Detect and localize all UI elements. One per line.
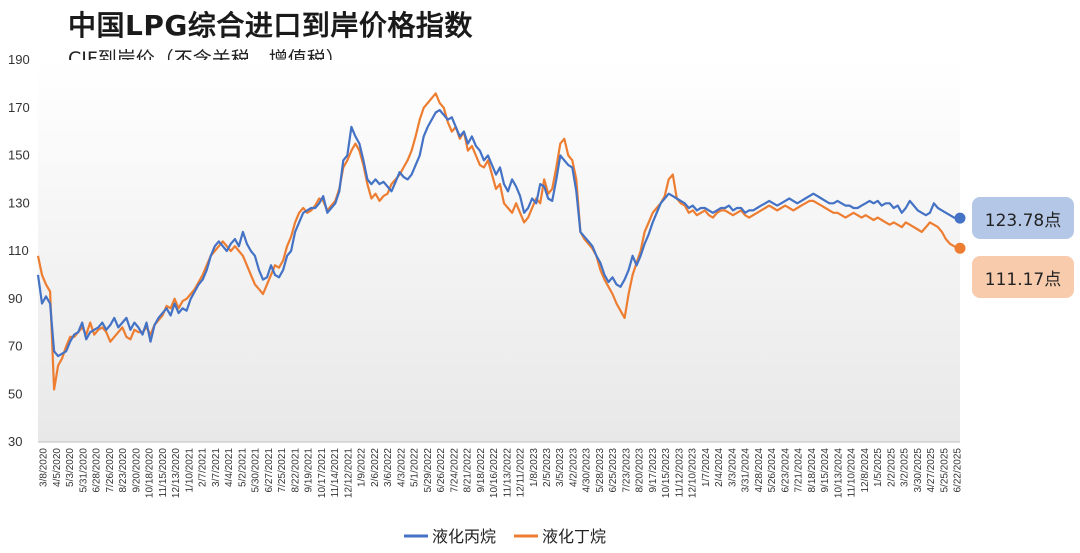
x-tick-label: 11/13/2022 [502, 448, 513, 498]
x-tick-label: 5/2/2021 [237, 448, 248, 487]
x-tick-label: 1/5/2025 [873, 448, 884, 487]
x-tick-label: 1/7/2024 [701, 448, 712, 487]
x-tick-label: 9/15/2024 [820, 448, 831, 493]
y-tick-label: 190 [8, 52, 30, 67]
x-tick-label: 2/6/2022 [370, 448, 381, 487]
x-tick-label: 11/14/2021 [330, 448, 341, 498]
x-tick-label: 6/23/2024 [780, 448, 791, 493]
x-tick-label: 8/22/2021 [290, 448, 301, 493]
x-tick-label: 10/15/2023 [661, 448, 672, 498]
x-tick-label: 3/30/2025 [913, 448, 924, 493]
plot-area [38, 60, 960, 442]
x-tick-label: 4/4/2021 [224, 448, 235, 487]
series-lines [36, 92, 966, 391]
x-tick-label: 2/7/2021 [198, 448, 209, 487]
x-tick-label: 6/22/2025 [953, 448, 964, 493]
x-tick-label: 11/15/2020 [158, 448, 169, 498]
x-tick-label: 4/5/2020 [52, 448, 63, 487]
propane-value-badge: 123.78点 [972, 197, 1074, 239]
x-tick-label: 7/25/2021 [277, 448, 288, 493]
x-tick-label: 5/3/2020 [65, 448, 76, 487]
x-tick-label: 10/13/2024 [833, 448, 844, 498]
x-tick-label: 7/26/2020 [105, 448, 116, 493]
x-tick-label: 3/8/2020 [39, 448, 50, 487]
x-tick-label: 1/8/2023 [529, 448, 540, 487]
x-tick-label: 12/11/2022 [516, 448, 527, 498]
x-tick-label: 9/18/2022 [476, 448, 487, 493]
x-tick-label: 4/27/2025 [926, 448, 937, 493]
x-tick-label: 2/4/2024 [714, 448, 725, 487]
butane-value-badge: 111.17点 [972, 256, 1074, 298]
legend-label-butane: 液化丁烷 [542, 527, 606, 546]
x-tick-label: 12/10/2023 [688, 448, 699, 498]
y-tick-label: 130 [8, 195, 30, 210]
chart-title: 中国LPG综合进口到岸价格指数 [68, 9, 473, 42]
x-tick-label: 5/28/2023 [595, 448, 606, 493]
x-tick-label: 11/10/2024 [847, 448, 858, 498]
x-tick-label: 12/8/2024 [860, 448, 871, 493]
y-tick-label: 50 [8, 386, 22, 401]
x-tick-label: 5/31/2020 [78, 448, 89, 493]
x-tick-label: 3/6/2022 [383, 448, 394, 487]
y-tick-label: 150 [8, 148, 30, 163]
x-tick-label: 2/5/2023 [542, 448, 553, 487]
x-axis: 3/8/2020 4/5/2020 5/3/2020 5/31/2020 6/28/20… [39, 448, 964, 498]
x-tick-label: 4/28/2024 [754, 448, 765, 493]
x-tick-label: 5/29/2022 [423, 448, 434, 493]
x-tick-label: 5/25/2025 [939, 448, 950, 493]
x-tick-label: 7/21/2024 [794, 448, 805, 493]
x-tick-label: 8/21/2022 [463, 448, 474, 493]
y-tick-label: 110 [8, 243, 29, 258]
x-tick-label: 6/26/2022 [436, 448, 447, 493]
x-tick-label: 5/30/2021 [251, 448, 262, 493]
x-tick-label: 10/18/2020 [145, 448, 156, 498]
x-tick-label: 9/17/2023 [648, 448, 659, 493]
x-tick-label: 3/3/2024 [727, 448, 738, 487]
x-tick-label: 8/23/2020 [118, 448, 129, 493]
x-tick-label: 6/28/2020 [92, 448, 103, 493]
x-tick-label: 4/2/2023 [568, 448, 579, 487]
x-tick-label: 1/10/2021 [184, 448, 195, 493]
x-tick-label: 4/30/2023 [582, 448, 593, 493]
x-tick-label: 11/12/2023 [674, 448, 685, 498]
series-line-butane [36, 92, 959, 391]
x-tick-label: 12/13/2020 [171, 448, 182, 498]
x-tick-label: 3/7/2021 [211, 448, 222, 487]
x-tick-label: 7/23/2023 [621, 448, 632, 493]
x-tick-label: 9/19/2021 [304, 448, 315, 493]
legend: 液化丙烷 液化丁烷 [404, 527, 606, 546]
y-tick-label: 30 [8, 434, 22, 449]
x-tick-label: 12/12/2021 [343, 448, 354, 498]
x-tick-label: 6/27/2021 [264, 448, 275, 493]
y-tick-label: 90 [8, 291, 22, 306]
y-tick-label: 70 [8, 339, 22, 354]
x-tick-label: 10/17/2021 [317, 448, 328, 498]
x-tick-label: 3/31/2024 [741, 448, 752, 493]
x-tick-label: 5/26/2024 [767, 448, 778, 493]
x-tick-label: 4/3/2022 [396, 448, 407, 487]
x-tick-label: 1/9/2022 [357, 448, 368, 487]
x-tick-label: 8/18/2024 [807, 448, 818, 493]
y-tick-label: 170 [8, 100, 30, 115]
end-marker-butane [954, 242, 966, 254]
series-line-propane [36, 108, 959, 358]
x-tick-label: 9/20/2020 [131, 448, 142, 493]
x-tick-label: 3/5/2023 [555, 448, 566, 487]
y-axis: 30 50 70 90 110 130 150 170 190 [8, 52, 960, 449]
x-tick-label: 6/25/2023 [608, 448, 619, 493]
x-tick-label: 8/20/2023 [635, 448, 646, 493]
x-tick-label: 5/1/2022 [410, 448, 421, 487]
x-tick-label: 3/2/2025 [900, 448, 911, 487]
legend-label-propane: 液化丙烷 [432, 527, 496, 546]
x-tick-label: 2/2/2025 [886, 448, 897, 487]
x-tick-label: 10/16/2022 [489, 448, 500, 498]
x-tick-label: 7/24/2022 [449, 448, 460, 493]
end-marker-propane [954, 212, 966, 224]
